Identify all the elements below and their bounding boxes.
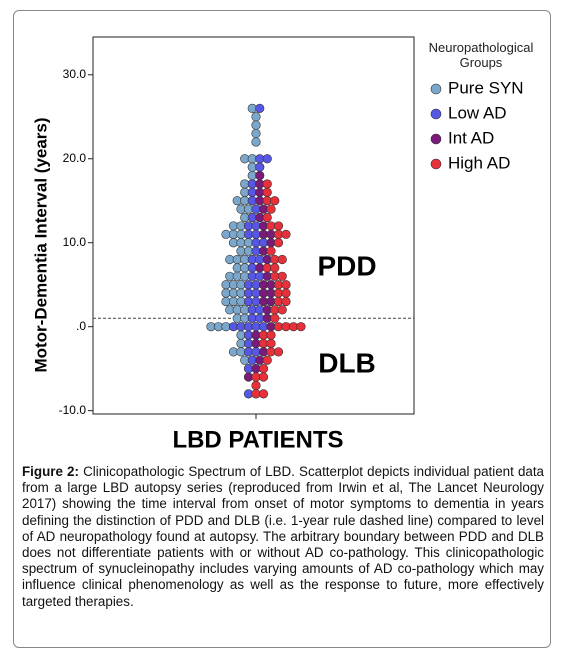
data-point	[262, 355, 272, 365]
data-point	[273, 347, 284, 357]
y-tick-label: -10.0	[59, 403, 87, 417]
data-point	[281, 296, 291, 307]
y-tick-label: .0	[76, 319, 86, 333]
legend-marker	[430, 83, 442, 95]
data-point	[258, 372, 269, 382]
y-tick-label: 30.0	[63, 67, 87, 81]
data-point	[262, 187, 272, 197]
plot-frame	[92, 36, 415, 415]
data-point	[277, 254, 287, 265]
data-point	[266, 246, 276, 256]
data-point	[270, 196, 280, 206]
legend-label: Low AD	[448, 103, 507, 122]
y-tick-label: 20.0	[63, 151, 87, 165]
caption: Figure 2: Clinicopathologic Spectrum of …	[22, 464, 544, 610]
data-point	[281, 288, 291, 298]
legend-label: Pure SYN	[448, 78, 524, 97]
legend-title: Neuropathological Groups	[428, 40, 534, 70]
data-point	[255, 162, 265, 172]
legend-label: High AD	[448, 153, 510, 172]
annotation: DLB	[318, 347, 376, 378]
legend-marker	[430, 158, 442, 170]
data-point	[270, 263, 280, 273]
data-point	[277, 305, 287, 315]
data-point	[270, 313, 280, 323]
legend-label: Int AD	[448, 128, 494, 147]
data-point	[258, 364, 269, 374]
data-point	[258, 389, 269, 399]
data-point	[266, 330, 276, 340]
annotation: PDD	[317, 250, 376, 281]
data-point	[251, 137, 261, 147]
x-axis-label: LBD PATIENTS	[172, 426, 343, 453]
y-axis-label: Motor-Dementia Interval (years)	[31, 117, 50, 372]
data-point	[255, 170, 265, 181]
caption-label: Figure 2:	[22, 464, 79, 479]
chart: Motor-Dementia Interval (years) LBD PATI…	[31, 36, 524, 453]
data-point	[273, 221, 284, 231]
data-point	[251, 112, 261, 122]
data-point	[281, 229, 291, 239]
y-tick-label: 10.0	[63, 235, 87, 249]
data-point	[273, 238, 284, 248]
data-point	[262, 179, 272, 189]
legend-marker	[430, 108, 442, 120]
data-point	[296, 322, 306, 332]
data-point	[266, 204, 276, 214]
legend-marker	[430, 133, 442, 145]
data-point	[251, 120, 261, 130]
data-point	[281, 280, 291, 290]
data-point	[255, 103, 265, 113]
caption-text: Clinicopathologic Spectrum of LBD. Scatt…	[22, 464, 545, 609]
data-point	[251, 128, 261, 139]
figure-frame	[13, 10, 551, 648]
data-point	[266, 338, 276, 349]
data-point	[262, 212, 272, 223]
data-point	[251, 380, 261, 391]
data-point	[262, 154, 272, 164]
data-point	[277, 271, 287, 281]
